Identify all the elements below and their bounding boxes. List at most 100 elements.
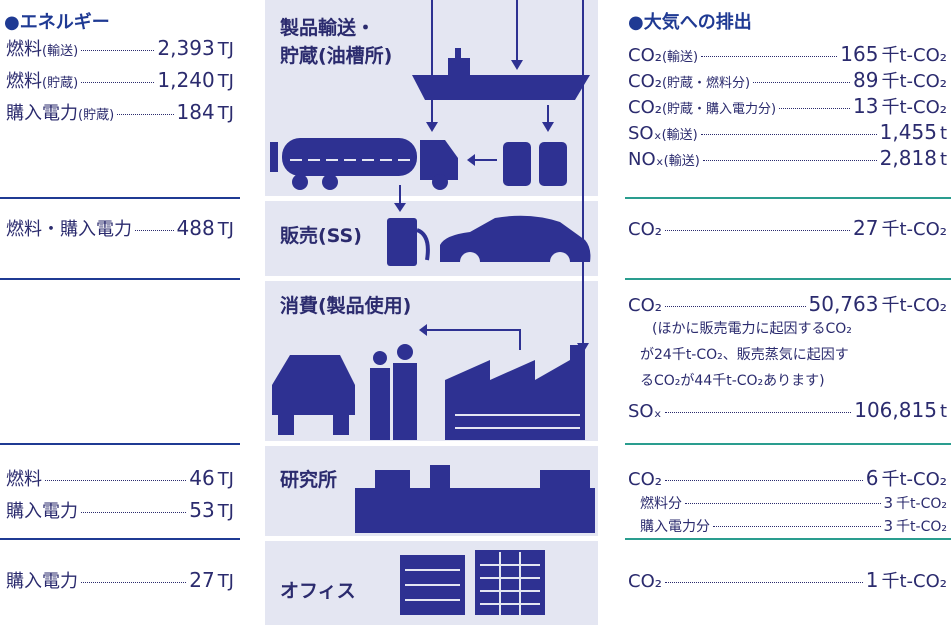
leader bbox=[685, 503, 881, 504]
leader bbox=[779, 108, 850, 109]
row-value: 2,393 bbox=[157, 36, 214, 60]
leader bbox=[665, 306, 806, 307]
stage-label: 研究所 bbox=[280, 466, 337, 494]
row-value: 50,763 bbox=[809, 292, 879, 316]
row-label: SOₓ bbox=[628, 122, 662, 146]
row-value: 1 bbox=[866, 568, 879, 592]
row-value: 3 bbox=[884, 493, 894, 513]
row-value: 6 bbox=[866, 466, 879, 490]
row-unit: 千t-CO₂ bbox=[881, 44, 947, 68]
row-value: 13 bbox=[853, 94, 878, 118]
leader bbox=[701, 56, 837, 57]
row-label: 燃料 bbox=[6, 70, 42, 94]
row-label: CO₂ bbox=[628, 44, 662, 68]
row-value: 1,455 bbox=[880, 120, 937, 144]
row-label: 購入電力 bbox=[6, 570, 78, 594]
leader bbox=[135, 230, 174, 231]
row-unit: TJ bbox=[218, 38, 234, 62]
row-label: NOₓ bbox=[628, 148, 664, 172]
memo-line: るCO₂が44千t-CO₂あります) bbox=[640, 370, 825, 390]
stage-line: オフィス bbox=[280, 577, 356, 605]
emission-row: 燃料分3千t-CO₂ bbox=[640, 493, 947, 513]
row-label: CO₂ bbox=[628, 218, 662, 242]
row-unit: 千t-CO₂ bbox=[881, 70, 947, 94]
memo-line: (ほかに販売電力に起因するCO₂ bbox=[652, 318, 852, 338]
row-label: CO₂ bbox=[628, 294, 662, 318]
row-note: (貯蔵・燃料分) bbox=[662, 72, 750, 96]
leader bbox=[665, 582, 863, 583]
row-unit: TJ bbox=[218, 218, 234, 242]
leader bbox=[665, 480, 863, 481]
row-value: 1,240 bbox=[157, 68, 214, 92]
leader bbox=[81, 582, 186, 583]
leader bbox=[45, 480, 186, 481]
row-label: 燃料・購入電力 bbox=[6, 218, 132, 242]
row-label: CO₂ bbox=[628, 570, 662, 594]
leader bbox=[81, 50, 154, 51]
row-unit: t bbox=[940, 122, 947, 146]
leader bbox=[665, 230, 850, 231]
stage-line: 消費(製品使用) bbox=[280, 292, 411, 320]
page: {"energy":{"title":"●エネルギー"}, "emissions… bbox=[0, 0, 951, 625]
row-value: 165 bbox=[840, 42, 878, 66]
row-note: (輸送) bbox=[662, 46, 698, 70]
stage-label: 製品輸送・貯蔵(油槽所) bbox=[280, 14, 392, 70]
leader bbox=[81, 512, 186, 513]
row-label: 購入電力 bbox=[6, 102, 78, 126]
stage-label: 販売(SS) bbox=[280, 222, 362, 250]
row-label: CO₂ bbox=[628, 96, 662, 120]
row-label: CO₂ bbox=[628, 468, 662, 492]
row-label: 燃料 bbox=[6, 468, 42, 492]
emission-row: CO₂(貯蔵・燃料分)89千t-CO₂ bbox=[628, 68, 947, 92]
row-value: 3 bbox=[884, 516, 894, 536]
row-unit: TJ bbox=[218, 570, 234, 594]
row-unit: 千t-CO₂ bbox=[881, 294, 947, 318]
row-unit: 千t-CO₂ bbox=[896, 494, 947, 514]
stage-line: 研究所 bbox=[280, 466, 337, 494]
stage-line: 販売(SS) bbox=[280, 222, 362, 250]
stage-label: 消費(製品使用) bbox=[280, 292, 411, 320]
row-label: 購入電力分 bbox=[640, 517, 710, 537]
stage-label: オフィス bbox=[280, 577, 356, 605]
stage-line: 貯蔵(油槽所) bbox=[280, 42, 392, 70]
emissions-title: ●大気への排出 bbox=[628, 8, 752, 34]
row-unit: 千t-CO₂ bbox=[881, 218, 947, 242]
row-label: 燃料 bbox=[6, 38, 42, 62]
memo-line: が24千t-CO₂、販売蒸気に起因す bbox=[640, 344, 849, 364]
row-value: 488 bbox=[177, 216, 215, 240]
row-unit: t bbox=[940, 400, 947, 424]
row-unit: 千t-CO₂ bbox=[881, 570, 947, 594]
leader bbox=[703, 160, 877, 161]
row-unit: TJ bbox=[218, 102, 234, 126]
stage-line: 製品輸送・ bbox=[280, 14, 392, 42]
row-label: 購入電力 bbox=[6, 500, 78, 524]
leader bbox=[665, 412, 852, 413]
row-unit: TJ bbox=[218, 500, 234, 524]
row-note: (貯蔵) bbox=[42, 72, 78, 96]
row-value: 27 bbox=[853, 216, 878, 240]
row-value: 53 bbox=[189, 498, 214, 522]
row-unit: TJ bbox=[218, 468, 234, 492]
row-value: 106,815 bbox=[854, 398, 937, 422]
row-label: SOₓ bbox=[628, 400, 662, 424]
row-unit: 千t-CO₂ bbox=[881, 96, 947, 120]
row-note: (輸送) bbox=[42, 40, 78, 64]
row-unit: 千t-CO₂ bbox=[881, 468, 947, 492]
row-unit: t bbox=[940, 148, 947, 172]
